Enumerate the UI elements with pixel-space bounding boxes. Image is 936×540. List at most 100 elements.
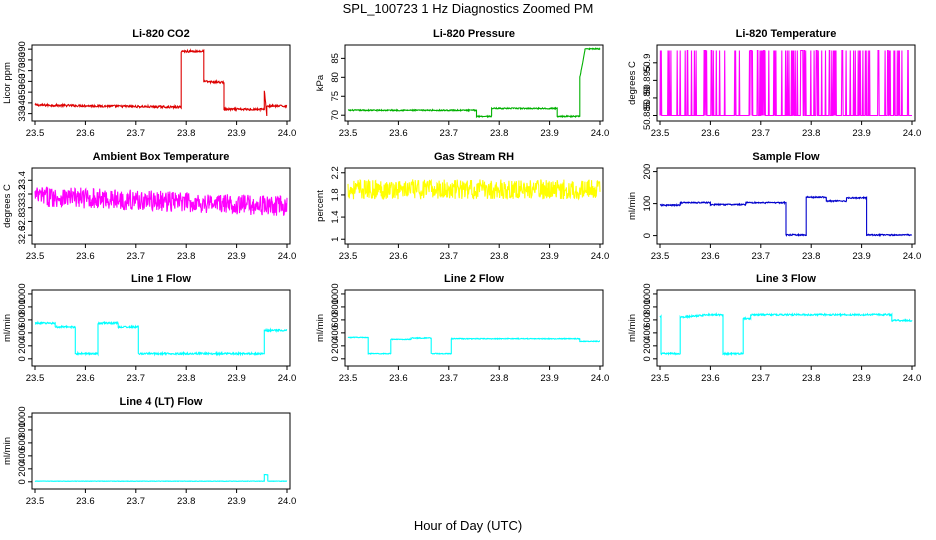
y-tick-label: 800: [17, 299, 28, 315]
x-tick-label: 23.6: [76, 373, 95, 384]
y-tick-label: 200: [17, 338, 28, 354]
x-tick-label: 23.7: [127, 128, 146, 139]
x-tick-label: 24.0: [591, 251, 610, 262]
plot-frame: [344, 167, 604, 245]
x-tick-label: 23.9: [540, 128, 559, 139]
x-tick-label: 23.6: [701, 373, 720, 384]
x-tick-label: 24.0: [903, 373, 922, 384]
y-tick-label: 1000: [330, 283, 341, 304]
y-axis-label: Licor ppm: [2, 62, 13, 104]
chart-title: Line 1 Flow: [131, 273, 191, 285]
x-tick-label: 23.8: [802, 251, 821, 262]
y-tick-label: 50.9: [642, 54, 653, 73]
x-tick-label: 23.7: [127, 251, 146, 262]
x-tick-label: 24.0: [278, 251, 297, 262]
x-tick-label: 24.0: [591, 128, 610, 139]
x-tick-label: 23.7: [752, 128, 771, 139]
chart-panel-6: Sample Flow 23.5 23.6 23.7 23.8 23.9 24.0 0 100 2…: [627, 151, 921, 262]
series-line: [34, 186, 288, 216]
y-tick-label: 0: [17, 479, 28, 484]
x-tick-label: 23.9: [540, 373, 559, 384]
y-tick-label: 800: [330, 299, 341, 315]
chart-panel-5: Gas Stream RH 23.5 23.6 23.7 23.8 23.9 24.0 1 1.…: [315, 151, 609, 262]
x-tick-label: 23.6: [701, 251, 720, 262]
y-axis-label: degrees C: [2, 184, 13, 228]
x-tick-label: 23.8: [177, 373, 196, 384]
x-tick-label: 23.5: [339, 373, 358, 384]
y-tick-label: 33.2: [17, 185, 28, 204]
plot-frame: [656, 44, 916, 122]
chart-title: Line 2 Flow: [444, 273, 504, 285]
y-tick-label: 32.6: [17, 226, 28, 245]
y-tick-label: 70: [330, 110, 341, 121]
y-tick-label: 380: [17, 52, 28, 68]
x-tick-label: 23.8: [490, 251, 509, 262]
x-tick-label: 24.0: [278, 496, 297, 507]
x-tick-label: 23.7: [440, 251, 459, 262]
y-tick-label: 200: [330, 338, 341, 354]
x-tick-label: 23.9: [227, 251, 246, 262]
y-tick-label: 600: [642, 312, 653, 328]
y-tick-label: 33.4: [17, 171, 28, 190]
x-tick-label: 23.5: [339, 251, 358, 262]
y-tick-label: 2.2: [330, 166, 341, 179]
y-tick-label: 50.885: [642, 101, 653, 130]
x-tick-label: 23.9: [852, 251, 871, 262]
y-tick-label: 200: [642, 164, 653, 180]
series-line: [347, 178, 601, 201]
y-tick-label: 200: [642, 338, 653, 354]
y-tick-label: 1.8: [330, 188, 341, 201]
y-tick-label: 350: [17, 84, 28, 100]
chart-title: Line 4 (LT) Flow: [120, 396, 203, 408]
plot-frame: [31, 412, 291, 490]
y-tick-label: 50.895: [642, 66, 653, 95]
x-tick-label: 23.6: [76, 251, 95, 262]
y-axis-label: kPa: [315, 74, 326, 91]
y-tick-label: 33: [17, 202, 28, 213]
y-axis-label: degrees C: [627, 61, 638, 105]
x-tick-label: 23.6: [76, 496, 95, 507]
chart-panel-8: Line 2 Flow 23.5 23.6 23.7 23.8 23.9 24.0 0 2004…: [315, 273, 609, 384]
series-line: [34, 473, 288, 483]
y-tick-label: 75: [330, 91, 341, 102]
y-tick-label: 0: [642, 233, 653, 238]
y-tick-label: 330: [17, 106, 28, 122]
chart-panel-9: Line 3 Flow 23.5 23.6 23.7 23.8 23.9 24.0 0 2004…: [627, 273, 921, 384]
chart-title: Li-820 Pressure: [433, 28, 515, 40]
x-tick-label: 23.8: [490, 128, 509, 139]
x-tick-label: 23.6: [389, 373, 408, 384]
chart-title: Gas Stream RH: [434, 151, 514, 163]
plot-frame: [656, 289, 916, 367]
x-tick-label: 23.9: [227, 373, 246, 384]
x-tick-label: 24.0: [278, 128, 297, 139]
x-tick-label: 23.8: [802, 128, 821, 139]
series-line: [659, 311, 913, 357]
y-axis-label: ml/min: [2, 437, 13, 465]
y-tick-label: 400: [17, 448, 28, 464]
x-tick-label: 24.0: [903, 251, 922, 262]
chart-panel-4: Ambient Box Temperature 23.5 23.6 23.7 23.8 2…: [2, 151, 296, 262]
x-tick-label: 23.9: [540, 251, 559, 262]
plot-frame: [656, 167, 916, 245]
plot-frame: [344, 44, 604, 122]
x-tick-label: 23.5: [26, 251, 45, 262]
chart-title: Li-820 CO2: [132, 28, 189, 40]
plot-frame: [31, 44, 291, 122]
x-tick-label: 23.8: [490, 373, 509, 384]
x-tick-label: 23.8: [177, 128, 196, 139]
y-tick-label: 0: [642, 356, 653, 361]
x-tick-label: 23.6: [701, 128, 720, 139]
y-tick-label: 200: [17, 461, 28, 477]
x-tick-label: 23.8: [802, 373, 821, 384]
x-tick-label: 24.0: [278, 373, 297, 384]
y-tick-label: 1000: [17, 283, 28, 304]
y-tick-label: 400: [642, 325, 653, 341]
x-tick-label: 23.9: [852, 128, 871, 139]
y-tick-label: 1000: [642, 283, 653, 304]
y-tick-label: 800: [642, 299, 653, 315]
x-tick-label: 23.6: [389, 251, 408, 262]
y-tick-label: 0: [330, 356, 341, 361]
x-tick-label: 23.5: [26, 128, 45, 139]
x-tick-label: 23.5: [26, 496, 45, 507]
